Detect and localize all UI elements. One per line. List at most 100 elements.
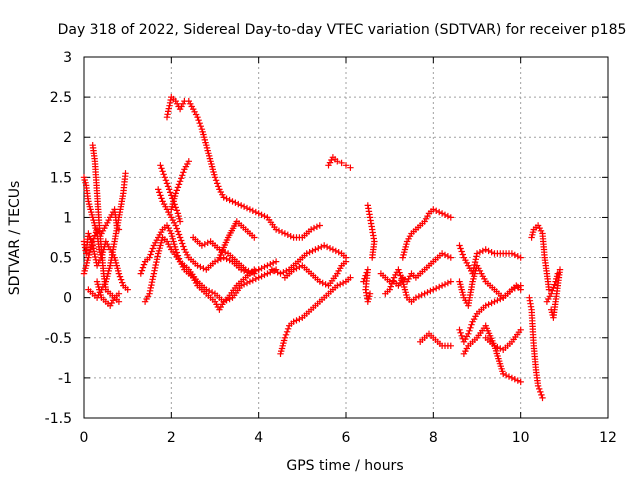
grid-lines [84,57,608,418]
data-point [482,302,489,309]
data-point [334,158,341,165]
data-point [146,254,153,261]
data-point-interp [306,249,313,256]
data-point [211,174,219,181]
data-point-interp [261,263,268,271]
data-point-interp [179,240,186,247]
data-point [548,306,555,313]
data-point-interp [249,277,256,284]
data-point-interp [444,253,452,260]
data-point [246,206,254,213]
data-point-interp [441,251,449,259]
data-point-interp [488,249,495,256]
data-point [185,158,192,165]
data-point-interp [319,279,326,287]
y-tick-label: -1.5 [45,411,72,427]
data-point-interp [550,284,557,291]
data-point-interp [226,196,233,204]
data-point-interp [488,299,495,307]
data-point-interp [252,275,259,283]
y-tick-label: 0.5 [50,251,72,267]
data-point-interp [387,283,394,290]
data-point-interp [91,232,99,239]
data-point-interp [208,289,216,296]
y-tick-labels: -1.5 -1 -0.5 0 0.5 1 1.5 2 2.5 3 [45,50,72,427]
data-point [290,266,297,273]
data-point-interp [195,117,202,124]
data-point-interp [173,225,180,232]
data-point-interp [313,223,321,230]
data-point-interp [280,269,287,276]
data-point-interp [232,199,239,206]
data-point-interp [466,327,473,334]
data-point-interp [270,259,277,267]
data-point-interp [200,265,207,272]
data-point [548,290,555,297]
data-point-interp [309,247,316,255]
data-point [176,234,184,241]
data-point [246,278,254,285]
data-point [255,266,262,273]
data-point-interp [497,345,504,352]
data-point-interp [514,377,521,384]
data-point-interp [284,231,291,238]
data-point [229,198,236,205]
data-point-interp [261,212,268,220]
data-point [251,234,258,241]
data-point-interp [326,245,334,252]
data-point-interp [86,233,93,240]
data-point-interp [315,245,322,252]
data-point-interp [196,120,203,127]
data-point-interp [175,231,183,238]
data-point [89,238,96,245]
data-point-interp [160,171,167,178]
data-point-interp [172,204,179,211]
data-point-interp [180,169,187,176]
data-point-interp [258,211,265,218]
data-point [517,282,524,289]
data-point [220,298,227,305]
data-point [447,214,454,221]
x-axis-label: GPS time / hours [286,458,403,474]
data-point-interp [248,269,255,276]
data-point [124,286,131,293]
data-point-interp [168,192,175,199]
data-point-interp [514,283,521,291]
data-point [307,226,315,233]
data-point-interp [459,251,466,258]
data-point-interp [164,183,172,190]
data-point [438,282,446,289]
data-point-interp [173,207,180,214]
data-point [303,250,310,257]
data-point-interp [467,324,474,331]
y-tick-label: 2 [63,130,72,146]
data-point [369,254,376,261]
data-point-interp [335,249,342,256]
data-point-interp [245,267,252,275]
y-tick-label: -0.5 [45,331,72,347]
data-point [220,194,227,201]
data-point-interp [267,261,274,268]
data-point [491,298,498,305]
data-point [338,159,345,167]
data-point-interp [92,229,100,236]
data-point-interp [201,241,208,248]
data-point-interp [174,228,182,235]
data-point-interp [424,289,431,296]
data-point-interp [180,243,187,250]
data-point [264,270,271,277]
data-point [194,262,201,269]
data-point-interp [243,279,251,287]
data-point [508,286,516,293]
data-point [198,242,206,249]
data-point [517,254,524,261]
data-point-interp [258,265,265,272]
y-tick-label: 1 [63,210,72,226]
y-axis-label: SDTVAR / TECUs [7,181,23,296]
data-point-interp [274,269,281,276]
data-point [238,282,245,289]
data-point [447,254,454,261]
data-point [238,202,245,209]
data-point [272,226,280,233]
